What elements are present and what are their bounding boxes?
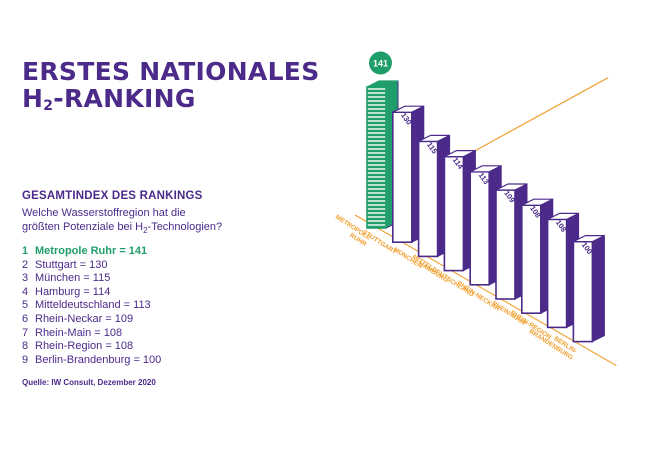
bar-top bbox=[495, 183, 528, 191]
source-note: Quelle: IW Consult, Dezember 2020 bbox=[22, 378, 156, 387]
bar-top bbox=[418, 134, 450, 142]
bar-front bbox=[366, 86, 387, 229]
ranking-item: 4 Hamburg = 114 bbox=[22, 285, 111, 298]
bar-top bbox=[521, 198, 554, 206]
bar-front bbox=[546, 218, 568, 329]
value-badge bbox=[369, 51, 392, 75]
bar-front bbox=[520, 204, 542, 314]
bar-top bbox=[469, 165, 502, 173]
chart-title: ERSTES NATIONALES H2-RANKING bbox=[22, 58, 320, 120]
ranking-item: 6 Rhein-Neckar = 109 bbox=[22, 312, 134, 325]
bar-top bbox=[366, 80, 399, 88]
data-label: 141 bbox=[373, 59, 388, 69]
bar-front bbox=[495, 189, 516, 300]
bar-top bbox=[547, 212, 579, 220]
ranking-item: 9 Berlin-Brandenburg = 100 bbox=[22, 353, 162, 366]
title-line-2: H2-RANKING bbox=[22, 84, 196, 114]
ranking-item: 1 Metropole Ruhr = 141 bbox=[22, 245, 148, 257]
reference-line bbox=[475, 77, 609, 152]
bar-front bbox=[391, 111, 413, 243]
ranking-item: 3 München = 115 bbox=[22, 272, 111, 285]
bar-front bbox=[443, 155, 465, 272]
bar-front bbox=[417, 140, 439, 258]
bar-front bbox=[572, 240, 594, 343]
ranking-item: 7 Rhein-Main = 108 bbox=[22, 326, 123, 339]
title-line-1: ERSTES NATIONALES bbox=[22, 57, 320, 86]
ranking-item: 2 Stuttgart = 130 bbox=[22, 258, 108, 271]
question: Welche Wasserstoffregion hat die größten… bbox=[22, 207, 223, 236]
ranking-item: 5 Mitteldeutschland = 113 bbox=[22, 299, 151, 312]
bar-side bbox=[591, 234, 605, 343]
ranking-list: 1 Metropole Ruhr = 141 2 Stuttgart = 130 3… bbox=[22, 245, 161, 367]
bar-top bbox=[392, 105, 425, 113]
subheading: GESAMTINDEX DES RANKINGS bbox=[22, 190, 203, 202]
bar-front bbox=[469, 171, 491, 286]
bar-top bbox=[444, 150, 476, 158]
ranking-item: 8 Rhein-Region = 108 bbox=[22, 340, 134, 353]
bar-top bbox=[573, 235, 605, 243]
